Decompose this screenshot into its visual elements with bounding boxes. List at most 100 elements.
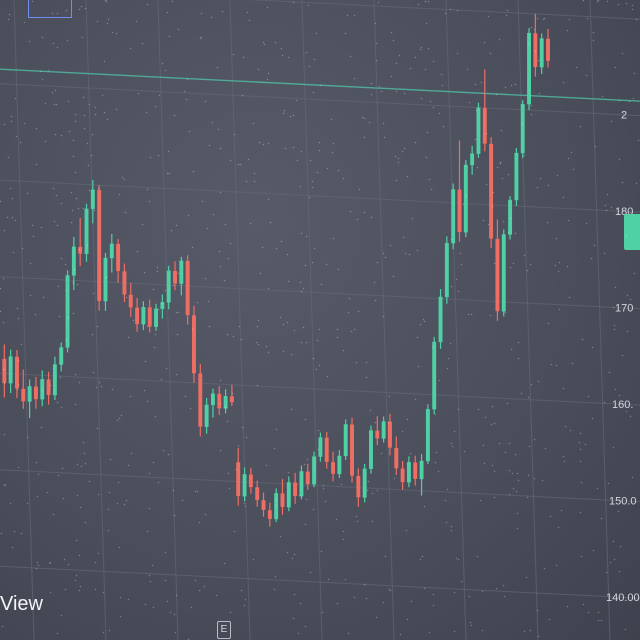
candle[interactable] [160, 294, 165, 319]
candle[interactable] [147, 299, 152, 333]
candle-body [141, 307, 146, 325]
candle[interactable] [103, 252, 108, 311]
candle-body [27, 386, 32, 402]
candle[interactable] [489, 137, 494, 249]
candle[interactable] [154, 303, 159, 331]
candle[interactable] [539, 33, 544, 75]
candle-body [147, 307, 152, 327]
candle[interactable] [109, 234, 114, 273]
candle[interactable] [470, 145, 475, 175]
candle[interactable] [261, 492, 266, 517]
candle-body [375, 430, 380, 439]
candle[interactable] [2, 344, 7, 398]
candle[interactable] [122, 263, 127, 303]
candle[interactable] [236, 447, 241, 506]
candle-body [204, 404, 209, 427]
candle[interactable] [204, 397, 209, 434]
candle-body [274, 493, 279, 520]
candle[interactable] [71, 236, 76, 291]
candle[interactable] [97, 185, 102, 311]
candle[interactable] [198, 363, 203, 437]
candle[interactable] [444, 236, 449, 304]
candle[interactable] [305, 463, 310, 490]
candle[interactable] [210, 388, 215, 418]
candle[interactable] [185, 255, 190, 325]
candle[interactable] [135, 298, 140, 332]
candle[interactable] [375, 416, 380, 446]
candle[interactable] [520, 100, 525, 159]
candle[interactable] [128, 283, 133, 317]
y-tick-label: 2 [621, 110, 627, 122]
candle[interactable] [192, 305, 196, 383]
candle[interactable] [116, 239, 121, 283]
candle-body [444, 243, 449, 298]
candle[interactable] [533, 13, 538, 77]
candle[interactable] [508, 196, 513, 240]
candle[interactable] [425, 404, 430, 465]
candle[interactable] [242, 467, 247, 502]
candle[interactable] [274, 488, 279, 523]
candle[interactable] [514, 148, 519, 206]
candle[interactable] [65, 270, 70, 353]
time-marker-badge[interactable]: E [217, 621, 231, 639]
candle[interactable] [337, 449, 342, 478]
candle[interactable] [84, 203, 89, 262]
candle[interactable] [248, 467, 253, 494]
candle[interactable] [369, 425, 373, 474]
candle[interactable] [229, 384, 234, 407]
candle[interactable] [482, 69, 487, 152]
candle[interactable] [324, 431, 329, 469]
candle[interactable] [52, 356, 57, 401]
candle[interactable] [501, 229, 506, 317]
candle[interactable] [546, 29, 550, 68]
candle[interactable] [362, 463, 367, 503]
candle[interactable] [463, 160, 468, 238]
candle[interactable] [400, 460, 405, 490]
candle[interactable] [267, 502, 272, 527]
candle[interactable] [387, 413, 392, 456]
candle[interactable] [15, 349, 19, 399]
candle[interactable] [8, 349, 13, 394]
candle[interactable] [438, 289, 443, 349]
candle[interactable] [432, 336, 437, 415]
candle[interactable] [46, 371, 51, 405]
candle[interactable] [223, 389, 228, 414]
candle[interactable] [343, 419, 348, 460]
candle[interactable] [527, 28, 531, 111]
selection-box[interactable] [28, 0, 72, 18]
candle-body [495, 238, 500, 312]
candle[interactable] [299, 465, 304, 500]
candle[interactable] [33, 376, 38, 409]
candle[interactable] [21, 369, 26, 409]
candle[interactable] [451, 183, 456, 250]
candle[interactable] [419, 454, 424, 496]
candle[interactable] [406, 456, 411, 488]
candle[interactable] [331, 451, 336, 482]
candle-body [501, 234, 506, 312]
candle[interactable] [356, 468, 361, 507]
candle[interactable] [179, 256, 184, 296]
candle[interactable] [27, 379, 32, 419]
candle-body [369, 430, 373, 469]
candle[interactable] [59, 342, 64, 372]
candle[interactable] [381, 416, 386, 443]
candle[interactable] [457, 140, 462, 242]
candle[interactable] [78, 217, 83, 267]
candle[interactable] [476, 102, 481, 158]
candle[interactable] [350, 417, 354, 483]
candle[interactable] [141, 301, 146, 331]
candle[interactable] [286, 476, 291, 512]
candle[interactable] [495, 219, 500, 321]
candle[interactable] [394, 436, 399, 476]
candle-body [109, 243, 114, 259]
y-tick-label: 160. [612, 399, 633, 411]
candle[interactable] [293, 472, 298, 504]
candle[interactable] [312, 451, 317, 488]
candle[interactable] [217, 386, 222, 416]
candle[interactable] [255, 480, 260, 507]
candle-body [394, 448, 399, 469]
candle[interactable] [413, 455, 418, 486]
candle[interactable] [318, 432, 323, 462]
